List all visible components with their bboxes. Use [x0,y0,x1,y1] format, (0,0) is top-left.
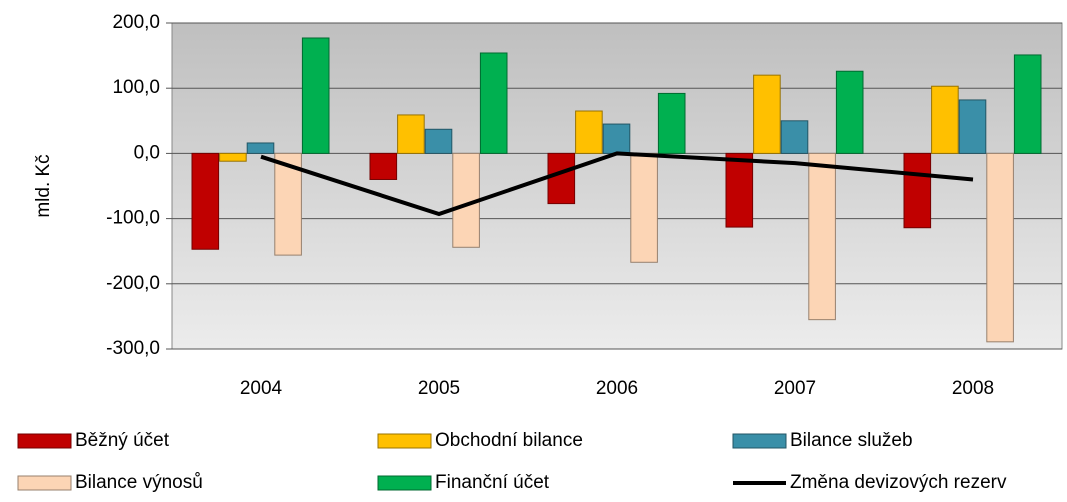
bar [397,114,425,154]
bar [835,70,864,154]
bar [780,120,809,154]
x-tick-label: 2007 [774,378,816,399]
bar [246,142,275,154]
legend-label: Běžný účet [75,430,170,451]
line-series [260,151,974,217]
legend-label: Bilance služeb [790,430,913,451]
y-tick-label: -200,0 [106,273,160,294]
legend-swatch [17,475,72,491]
legend-label: Změna devizových rezerv [790,472,1007,493]
bar [1013,54,1042,154]
bar [931,85,959,154]
legend-label: Finanční účet [435,472,550,493]
bar [547,152,576,205]
y-tick-label: 0,0 [134,142,160,163]
bar [191,152,220,250]
bar [424,128,453,154]
y-tick-label: -100,0 [106,208,160,229]
bar [369,152,398,180]
legend-swatch [377,433,432,449]
bar [753,74,781,154]
bar [479,52,508,154]
legend-label: Bilance výnosů [75,472,203,493]
y-tick-label: 200,0 [112,12,160,33]
legend-swatch [377,475,432,491]
bar [808,152,836,321]
bar [958,99,987,154]
bar [986,152,1014,343]
legend-label: Obchodní bilance [435,430,583,451]
y-tick-label: 100,0 [112,77,160,98]
x-tick-label: 2004 [240,378,283,399]
bar [725,152,754,228]
legend-swatch [732,433,787,449]
bar [219,152,247,162]
bar [657,92,686,154]
bar [630,152,658,263]
x-tick-label: 2006 [596,378,638,399]
y-tick-label: -300,0 [106,338,160,359]
x-tick-label: 2008 [952,378,994,399]
legend-swatch [17,433,72,449]
bar [903,152,932,229]
x-tick-label: 2005 [418,378,460,399]
y-axis-label: mld. Kč [33,154,54,217]
bar [301,37,330,154]
bar [602,123,631,154]
bar [575,110,603,154]
